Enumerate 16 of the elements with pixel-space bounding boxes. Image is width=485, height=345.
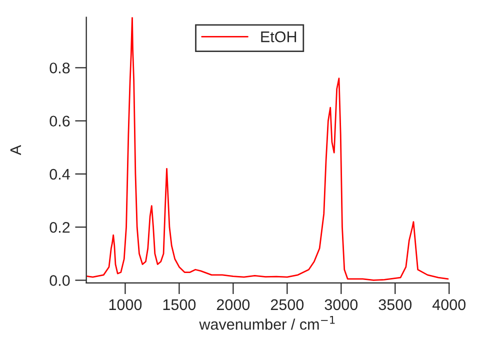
y-tick-label: 0.8 [50, 62, 70, 74]
x-tick-label: 2500 [270, 299, 304, 310]
y-tick-label: 0.0 [50, 275, 70, 286]
y-tick-label: 0.2 [50, 222, 70, 233]
x-tick-label: 1000 [109, 299, 142, 310]
y-tick-label: 0.6 [50, 116, 70, 127]
x-tick-label: 3500 [378, 299, 412, 310]
legend-label: EtOH [261, 31, 296, 42]
x-tick-label: 2000 [216, 299, 250, 310]
y-tick-label: 0.4 [50, 168, 70, 180]
x-axis-title: wavenumber / cm$^{−1}$ [199, 316, 335, 330]
x-tick-label: 4000 [432, 299, 466, 310]
line-series [86, 17, 449, 281]
x-tick-label: 3000 [324, 299, 358, 310]
y-axis-title: A [10, 145, 21, 156]
x-tick-label: 1500 [163, 299, 196, 310]
